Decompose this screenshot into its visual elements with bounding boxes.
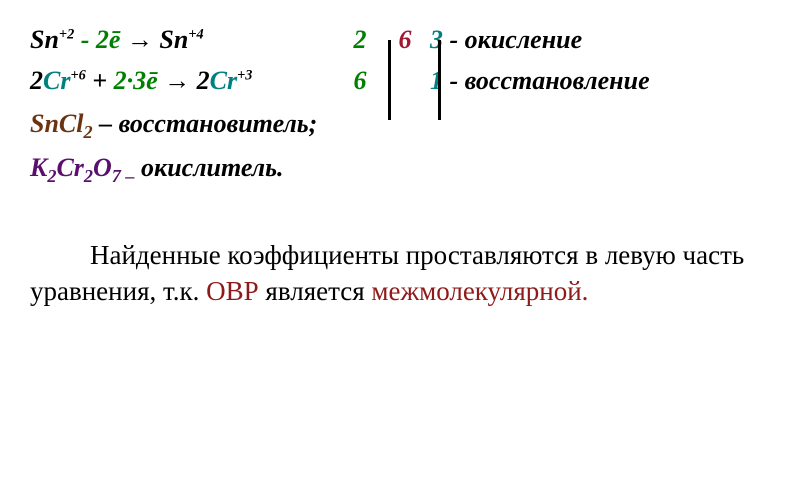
reduction-label: 1 - восстановление — [430, 61, 770, 100]
oxidizer-line: K2Cr2O7 – окислитель. — [30, 148, 770, 190]
oxidation-label: 3 - окисление — [430, 20, 770, 59]
divider-line-2 — [438, 40, 441, 120]
half-reactions-table: Sn+2 - 2ē → Sn+4 2 6 3 - окисление 2Cr+6… — [30, 20, 770, 100]
explanation-paragraph: Найденные коэффициенты проставляются в л… — [30, 237, 770, 310]
reduction-half-reaction: 2Cr+6 + 2·3ē → 2Cr+3 — [30, 61, 340, 100]
oxidation-row: Sn+2 - 2ē → Sn+4 2 6 3 - окисление — [30, 20, 770, 59]
reducer-line: SnCl2 – восстановитель; — [30, 104, 770, 146]
oxidation-half-reaction: Sn+2 - 2ē → Sn+4 — [30, 20, 340, 59]
reduction-row: 2Cr+6 + 2·3ē → 2Cr+3 6 1 - восстановлени… — [30, 61, 770, 100]
lcm-col: 6 — [380, 20, 430, 59]
electrons-col-1: 2 — [340, 20, 380, 59]
electrons-col-2: 6 — [340, 61, 380, 100]
